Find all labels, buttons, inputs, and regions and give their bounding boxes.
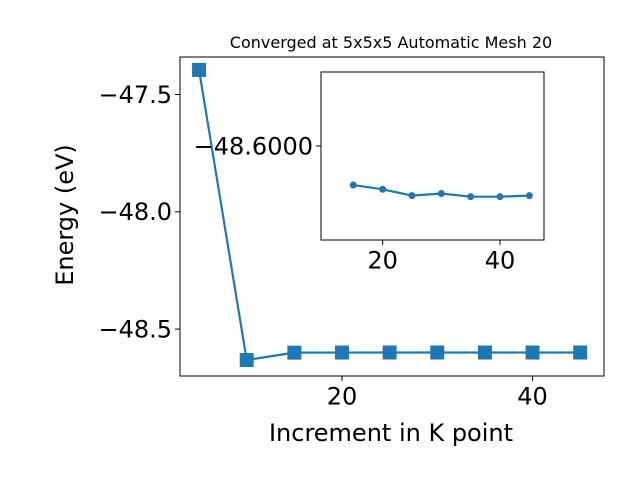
inset-point: [379, 185, 387, 193]
inset-x-tick-label: 40: [485, 246, 516, 274]
inset-frame: [320, 71, 545, 241]
main-series: [192, 62, 588, 368]
inset-point: [349, 181, 357, 189]
main-point: [477, 345, 492, 360]
main-point: [334, 345, 349, 360]
inset-x-tick-label: 20: [367, 246, 398, 274]
main-point: [287, 345, 302, 360]
inset-point: [467, 193, 475, 201]
main-x-tick-label: 20: [327, 382, 358, 410]
inset-point: [496, 193, 504, 201]
main-point: [573, 345, 588, 360]
main-y-tick-label: −47.5: [98, 81, 172, 109]
y-axis-label: Energy (eV): [51, 144, 79, 286]
main-point: [239, 353, 254, 368]
main-frame: [179, 56, 605, 377]
inset-series: [349, 181, 533, 201]
inset-point: [408, 192, 416, 200]
inset-background: [321, 72, 544, 240]
inset-point: [525, 192, 533, 200]
main-point: [192, 62, 207, 77]
main-point: [430, 345, 445, 360]
main-x-tick-label: 40: [517, 382, 548, 410]
chart-title: Converged at 5x5x5 Automatic Mesh 20: [230, 33, 552, 52]
main-point: [382, 345, 397, 360]
x-axis-label: Increment in K point: [269, 419, 513, 447]
main-y-tick-label: −48.5: [98, 315, 172, 343]
inset-y-tick-label: −48.6000: [194, 132, 313, 160]
main-point: [525, 345, 540, 360]
main-y-tick-label: −48.0: [98, 198, 172, 226]
inset-point: [437, 190, 445, 198]
